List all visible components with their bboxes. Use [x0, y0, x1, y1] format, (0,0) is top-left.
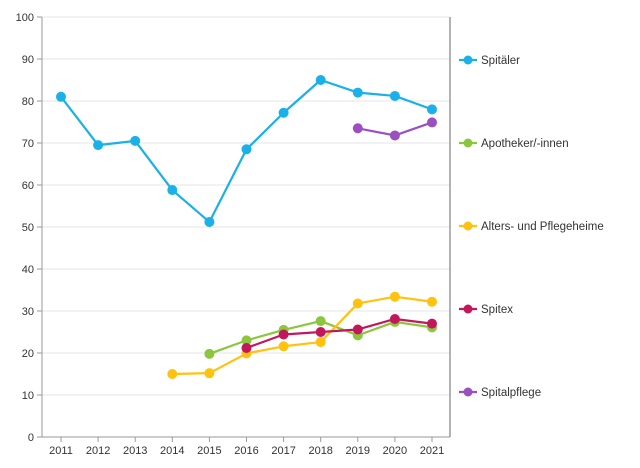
data-point-spit-ler: [56, 91, 66, 102]
data-point-spitex: [241, 342, 252, 353]
data-point-spitex: [278, 329, 289, 340]
data-point-spit-ler: [241, 144, 252, 155]
series-spitalpflege: [352, 117, 437, 141]
series: [56, 75, 437, 379]
legend-marker: [463, 55, 473, 65]
x-ticks: 2011 2012 2013 2014 2015 2016 2017 2018 2019 2020…: [49, 437, 444, 457]
x-tick-label: 2019: [346, 445, 370, 457]
data-point-spitex: [315, 327, 326, 337]
y-tick-label: 30: [22, 306, 34, 318]
data-point-spit-ler: [167, 185, 178, 196]
y-tick-label: 60: [22, 180, 34, 192]
data-point-apotheker-innen: [315, 316, 326, 327]
x-tick-label: 2021: [420, 445, 444, 457]
data-point-spitex: [389, 313, 400, 324]
data-point-alters-und-pflegeheime: [315, 337, 326, 348]
series-spit-ler: [56, 75, 437, 227]
data-point-spit-ler: [427, 104, 437, 115]
legend-marker: [463, 221, 473, 231]
legend: Spitäler Apotheker/-innen Alters- und Pfle…: [459, 55, 604, 399]
legend-item-spitex: Spitex: [459, 304, 513, 316]
y-tick-label: 20: [22, 348, 34, 360]
x-tick-label: 2016: [234, 445, 258, 457]
series-spitex: [241, 313, 437, 353]
legend-item-spit-ler: Spitäler: [459, 55, 520, 67]
legend-label: Spitalpflege: [481, 387, 541, 399]
data-point-apotheker-innen: [204, 348, 215, 359]
legend-label: Alters- und Pflegeheime: [481, 221, 604, 233]
x-tick-label: 2015: [197, 445, 221, 457]
y-tick-label: 70: [22, 138, 34, 150]
legend-marker: [463, 387, 473, 397]
y-tick-label: 50: [22, 222, 34, 234]
y-tick-label: 0: [28, 432, 34, 444]
legend-label: Apotheker/-innen: [481, 138, 569, 150]
legend-item-apotheker-innen: Apotheker/-innen: [459, 138, 569, 150]
data-point-spitex: [352, 324, 363, 335]
series-line-alters-und-pflegeheime: [172, 295, 433, 376]
legend-item-alters-und-pflegeheime: Alters- und Pflegeheime: [459, 221, 604, 233]
data-point-alters-und-pflegeheime: [427, 296, 437, 307]
data-point-alters-und-pflegeheime: [389, 291, 400, 302]
y-tick-label: 10: [22, 390, 34, 402]
legend-marker: [463, 138, 473, 148]
data-point-spit-ler: [389, 90, 400, 101]
x-tick-label: 2011: [49, 445, 73, 457]
x-tick-label: 2017: [271, 445, 295, 457]
data-point-spit-ler: [130, 135, 141, 146]
series-line-spitex: [246, 317, 433, 349]
data-point-spit-ler: [93, 140, 104, 151]
x-tick-label: 2020: [383, 445, 407, 457]
data-point-spit-ler: [315, 75, 326, 85]
data-point-alters-und-pflegeheime: [352, 298, 363, 309]
data-point-spit-ler: [278, 107, 289, 118]
legend-item-spitalpflege: Spitalpflege: [459, 387, 541, 399]
legend-label: Spitex: [481, 304, 513, 316]
series-alters-und-pflegeheime: [167, 291, 437, 379]
data-point-spitalpflege: [352, 123, 363, 134]
y-ticks: 0 10 20 30 40 50 60 70 80 90 100: [16, 12, 42, 444]
legend-label: Spitäler: [481, 55, 520, 67]
x-tick-label: 2013: [123, 445, 147, 457]
data-point-spit-ler: [352, 87, 363, 98]
y-tick-label: 40: [22, 264, 34, 276]
data-point-alters-und-pflegeheime: [278, 341, 289, 352]
data-point-alters-und-pflegeheime: [167, 369, 178, 379]
x-tick-label: 2018: [308, 445, 332, 457]
data-point-spit-ler: [204, 216, 215, 227]
y-tick-label: 90: [22, 54, 34, 66]
data-point-spitalpflege: [389, 130, 400, 141]
data-point-apotheker-innen: [241, 335, 252, 346]
data-point-spitalpflege: [427, 117, 437, 128]
legend-marker: [463, 304, 473, 314]
y-tick-label: 80: [22, 96, 34, 108]
data-point-spitex: [427, 318, 437, 329]
x-tick-label: 2014: [160, 445, 184, 457]
y-tick-label: 100: [16, 12, 34, 24]
x-tick-label: 2012: [86, 445, 110, 457]
data-point-alters-und-pflegeheime: [204, 368, 215, 379]
